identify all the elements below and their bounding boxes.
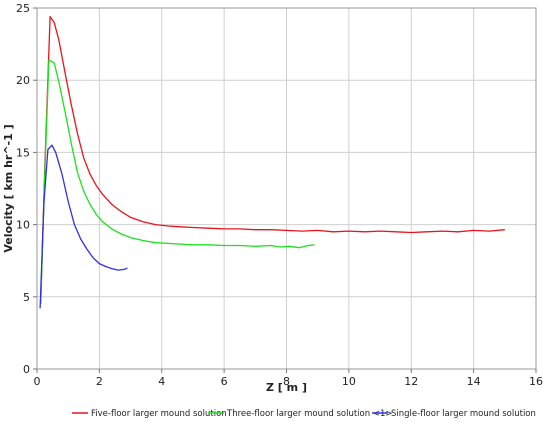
x-tick-label: 4 bbox=[158, 375, 165, 388]
x-tick-label: 8 bbox=[283, 375, 290, 388]
y-tick-label: 15 bbox=[16, 146, 30, 159]
x-tick-label: 16 bbox=[529, 375, 543, 388]
x-axis-label: Z [ m ] bbox=[266, 381, 307, 394]
x-tick-label: 2 bbox=[96, 375, 103, 388]
legend-entry-1: Five-floor larger mound solution bbox=[91, 409, 227, 419]
series-line-2 bbox=[40, 59, 315, 305]
y-tick-label: 25 bbox=[16, 2, 30, 15]
x-tick-label: 0 bbox=[34, 375, 41, 388]
y-tick-label: 5 bbox=[23, 291, 30, 304]
series-line-3 bbox=[39, 144, 128, 309]
series-line-1 bbox=[40, 16, 505, 305]
grid-lines bbox=[36, 7, 537, 370]
legend-entry-3: Single-floor larger mound solution bbox=[391, 409, 536, 419]
x-tick-label: 10 bbox=[342, 375, 356, 388]
y-tick-label: 10 bbox=[16, 219, 30, 232]
y-axis-ticks: 0 5 10 15 20 25 bbox=[16, 2, 37, 376]
y-tick-label: 20 bbox=[16, 74, 30, 87]
series-lines bbox=[39, 16, 505, 309]
y-axis-label: Velocity [ km hr^-1 ] bbox=[2, 124, 15, 252]
legend: Five-floor larger mound solution Three-fl… bbox=[72, 409, 536, 419]
x-tick-label: 14 bbox=[467, 375, 481, 388]
x-tick-label: 12 bbox=[404, 375, 418, 388]
y-tick-label: 0 bbox=[23, 363, 30, 376]
x-axis-ticks: 0 2 4 6 8 10 12 14 16 bbox=[34, 369, 543, 388]
x-tick-label: 6 bbox=[221, 375, 228, 388]
legend-entry-2: Three-floor larger mound solution <1> bbox=[226, 409, 392, 419]
